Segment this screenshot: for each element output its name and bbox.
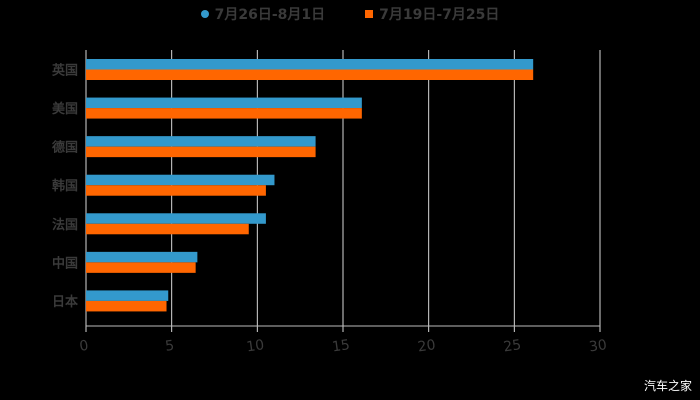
legend-label: 7月26日-8月1日	[214, 7, 326, 23]
circle-marker-icon	[200, 10, 209, 18]
watermark: 汽车之家	[643, 379, 692, 393]
chart-legend: 7月26日-8月1日 7月19日-7月25日	[0, 4, 700, 24]
bar	[86, 251, 198, 263]
square-marker-icon	[365, 10, 374, 18]
bar	[86, 185, 266, 196]
bar	[86, 59, 534, 70]
x-tick-label: 20	[417, 337, 437, 355]
bar	[86, 146, 316, 158]
bar	[86, 262, 196, 273]
bar	[86, 108, 362, 119]
y-category-label: 日本	[52, 294, 78, 310]
y-category-label: 德国	[52, 140, 78, 156]
bar	[86, 213, 266, 224]
legend-item-series-1[interactable]: 7月26日-8月1日	[200, 4, 326, 24]
bar	[86, 174, 275, 186]
y-category-label: 法国	[52, 217, 78, 233]
x-tick-label: 15	[331, 337, 351, 355]
x-tick-label: 5	[164, 338, 175, 355]
legend-label: 7月19日-7月25日	[379, 7, 500, 23]
bar	[86, 290, 169, 301]
y-category-label: 韩国	[52, 178, 78, 194]
bar	[86, 223, 249, 235]
x-tick-label: 0	[78, 338, 89, 355]
x-tick-label: 10	[245, 337, 265, 355]
y-category-label: 中国	[52, 255, 78, 271]
bar	[86, 300, 167, 312]
bar	[86, 136, 316, 147]
y-category-label: 英国	[51, 63, 78, 79]
y-category-label: 美国	[52, 101, 78, 117]
x-tick-label: 30	[588, 337, 608, 355]
bar	[86, 97, 362, 109]
legend-item-series-2[interactable]: 7月19日-7月25日	[365, 4, 499, 24]
bar	[86, 69, 534, 80]
x-tick-label: 25	[502, 337, 522, 355]
